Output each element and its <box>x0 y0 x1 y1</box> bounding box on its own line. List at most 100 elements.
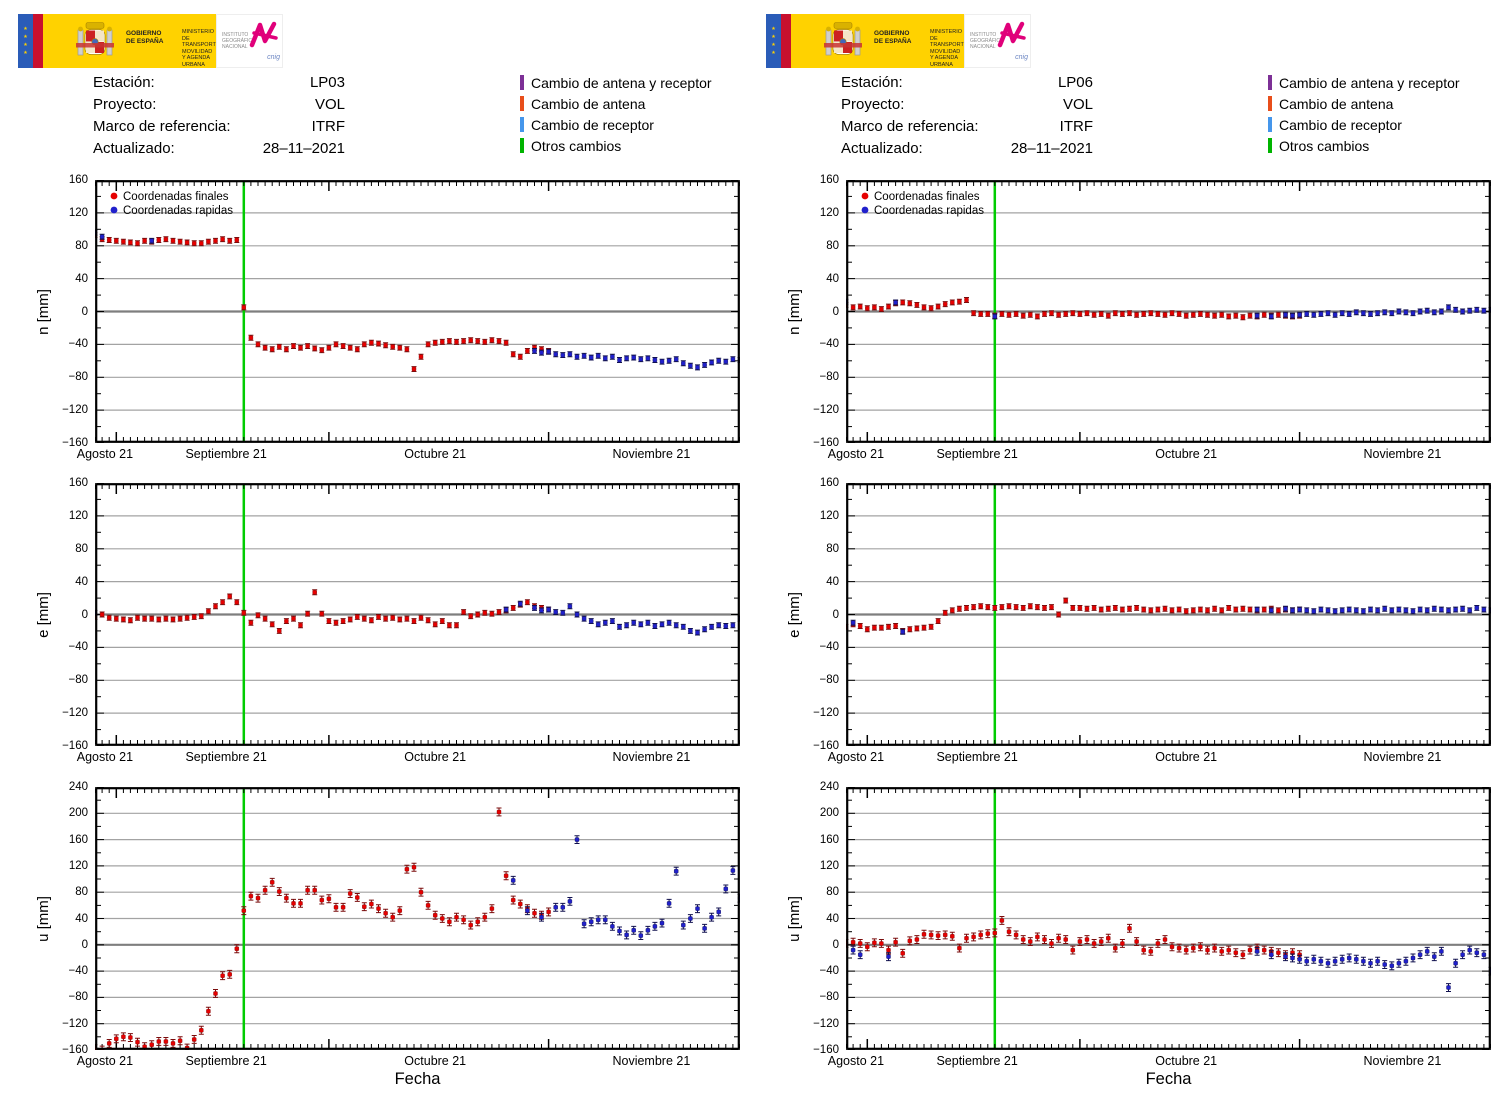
series-finales <box>92 807 552 1055</box>
x-axis-title: Fecha <box>394 1070 441 1088</box>
x-month-label: Octubre 21 <box>404 1054 467 1068</box>
legend-label: Cambio de receptor <box>531 117 654 133</box>
x-month-label: Octubre 21 <box>1155 447 1218 461</box>
other-changes-swatch <box>1268 138 1272 153</box>
y-ticks <box>848 482 1489 747</box>
y-tick-label: −120 <box>813 404 839 417</box>
chart-lp03-n: Coordenadas finales Coordenadas rapidas <box>92 179 743 444</box>
y-tick-label: 40 <box>826 575 839 588</box>
y-tick-label: 40 <box>75 272 88 285</box>
antenna-receiver-change-swatch <box>520 75 524 90</box>
y-tick-label: 80 <box>826 542 839 555</box>
y-tick-label: 160 <box>68 174 88 186</box>
y-tick-label: −120 <box>62 404 88 417</box>
legend-label: Cambio de receptor <box>1279 117 1402 133</box>
y-tick-label: 80 <box>826 239 839 252</box>
legend-label: Cambio de antena y receptor <box>1279 75 1460 91</box>
spain-coat-of-arms-icon <box>76 21 114 68</box>
x-month-label: Agosto 21 <box>76 1054 134 1068</box>
x-month-label: Septiembre 21 <box>936 1054 1018 1068</box>
y-tick-label: 200 <box>819 807 839 820</box>
chart-lp03-u <box>92 786 743 1055</box>
station-value: LP03 <box>309 74 345 91</box>
x-month-label: Octubre 21 <box>1155 1054 1218 1068</box>
y-tick-label: −160 <box>813 1044 839 1056</box>
series-rapidas <box>850 945 1494 992</box>
ign-block: INSTITUTO GEOGRÁFICO NACIONAL cnig <box>964 14 1031 68</box>
y-tick-label: 80 <box>75 542 88 555</box>
frame-label: Marco de referencia: <box>93 118 231 135</box>
station-column-lp03: ★ ★ ★ ★ <box>18 14 712 157</box>
government-of-spain-label: GOBIERNO DE ESPAÑA <box>874 30 912 45</box>
y-tick-label: 80 <box>75 239 88 252</box>
series-legend: Coordenadas finales Coordenadas rapidas <box>110 191 233 217</box>
x-ticks <box>94 182 741 441</box>
ign-institute-label: INSTITUTO GEOGRÁFICO NACIONAL <box>222 32 256 50</box>
station-column-lp06: ★ ★ ★ ★ <box>748 0 1496 1093</box>
updated-label: Actualizado: <box>841 140 923 157</box>
chart-lp03-e <box>92 482 743 747</box>
y-tick-label: 0 <box>81 938 88 951</box>
y-tick-label: −80 <box>819 674 839 687</box>
y-tick-label: 80 <box>826 886 839 899</box>
ministry-block: GOBIERNO DE ESPAÑA MINISTERIO DE TRANSPO… <box>64 14 225 68</box>
frame-label: Marco de referencia: <box>841 118 979 135</box>
project-label: Proyecto: <box>93 96 157 113</box>
ign-block: INSTITUTO GEOGRÁFICO NACIONAL cnig <box>216 14 283 68</box>
antenna-change-swatch <box>520 96 524 111</box>
government-logo: ★ ★ ★ ★ <box>766 14 1031 68</box>
y-axis-title: e [mm] <box>786 591 803 638</box>
series-finales <box>843 597 1303 634</box>
project-value: VOL <box>1062 96 1093 113</box>
series-finales <box>92 232 552 372</box>
y-tick-label: −160 <box>813 437 839 449</box>
updated-label: Actualizado: <box>93 140 175 157</box>
x-month-label: Noviembre 21 <box>612 750 691 764</box>
x-month-label: Agosto 21 <box>76 750 134 764</box>
y-tick-label: −160 <box>813 740 839 752</box>
updated-value: 28–11–2021 <box>1010 140 1093 157</box>
y-tick-label: −40 <box>819 641 839 654</box>
y-axis-title: n [mm] <box>35 288 52 335</box>
y-tick-label: 40 <box>826 272 839 285</box>
station-label: Estación: <box>841 74 903 91</box>
x-ticks <box>845 182 1492 441</box>
series-rapidas <box>510 835 743 940</box>
series-rapidas <box>843 298 1494 320</box>
y-tick-label: 40 <box>826 912 839 925</box>
frame-row: Marco de referencia: ITRF <box>841 116 1093 138</box>
other-changes-swatch <box>520 138 524 153</box>
x-month-label: Noviembre 21 <box>1363 1054 1442 1068</box>
y-tick-label: −80 <box>819 371 839 384</box>
y-tick-label: 160 <box>68 477 88 489</box>
y-tick-label: −80 <box>68 371 88 384</box>
flag-red-stripe <box>33 14 43 68</box>
y-ticks <box>97 179 738 444</box>
y-tick-label: −40 <box>68 641 88 654</box>
ign-splash-icon <box>249 21 279 58</box>
legend-label: Otros cambios <box>1279 138 1370 154</box>
station-label: Estación: <box>93 74 155 91</box>
ign-splash-icon <box>997 21 1027 58</box>
series-rapidas <box>92 600 743 636</box>
y-tick-label: 0 <box>832 305 839 318</box>
station-value: LP06 <box>1057 74 1093 91</box>
y-tick-label: 120 <box>819 206 839 219</box>
y-axis-title: u [mm] <box>35 895 52 942</box>
x-month-label: Septiembre 21 <box>185 750 267 764</box>
spain-eu-flag-icon: ★ ★ ★ ★ <box>766 14 812 68</box>
legend-label: Cambio de antena <box>531 96 646 112</box>
ministry-label: MINISTERIO DE TRANSPORTES, MOVILIDAD Y A… <box>182 29 225 68</box>
x-month-label: Octubre 21 <box>404 750 467 764</box>
y-tick-label: 160 <box>68 833 88 846</box>
y-tick-label: −40 <box>68 338 88 351</box>
y-tick-label: −160 <box>62 437 88 449</box>
station-row: Estación: LP03 <box>93 72 345 94</box>
antenna-change-swatch <box>1268 96 1272 111</box>
x-ticks <box>94 485 741 744</box>
series-rapidas <box>92 229 743 371</box>
svg-text:Coordenadas finales: Coordenadas finales <box>874 191 980 203</box>
frame-value: ITRF <box>1059 118 1093 135</box>
spain-eu-flag-icon: ★ ★ ★ ★ <box>18 14 64 68</box>
